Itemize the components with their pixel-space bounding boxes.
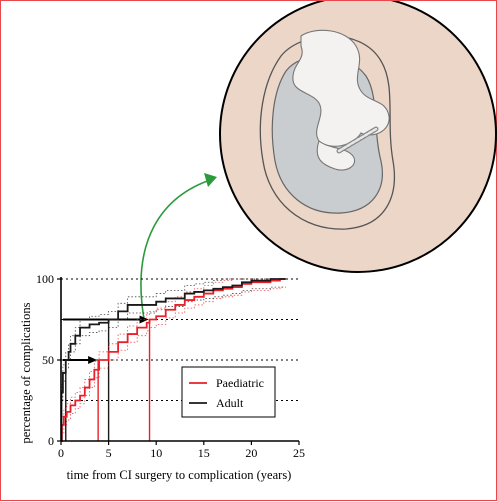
ci-electrode-core: [337, 127, 378, 153]
y-tick-label-50: 50: [42, 353, 54, 367]
x-tick-label-0: 0: [58, 446, 64, 460]
legend: Paediatric Adult: [181, 366, 276, 418]
y-axis-label: percentage of complications: [19, 302, 33, 443]
x-tick-label-20: 20: [245, 446, 257, 460]
y-tick-label-0: 0: [48, 434, 54, 448]
x-tick-label-5: 5: [106, 446, 112, 460]
series-line-adult: [60, 278, 286, 442]
y-tick-label-100: 100: [36, 272, 54, 286]
callout-arrow: [140, 173, 217, 320]
x-tick-label-15: 15: [198, 446, 210, 460]
axes: [60, 277, 299, 442]
ci-band-paediatric-lower: [61, 286, 286, 442]
tick-labels: 0 5 10 15 20 25 0 50 100: [36, 272, 305, 460]
series-lines: [60, 278, 286, 442]
ossicle-incus: [292, 29, 390, 147]
legend-box: [181, 366, 276, 418]
callout-arrow-line: [140, 178, 214, 320]
callout-arrow-head: [204, 173, 217, 187]
x-tick-label-10: 10: [150, 446, 162, 460]
legend-label-adult: Adult: [216, 396, 244, 410]
ci-band-adult-lower: [61, 286, 286, 442]
anatomy-illustration: [219, 1, 497, 273]
ci-band-paediatric-upper: [61, 278, 286, 434]
chart-area: 0 5 10 15 20 25 0 50 100 time from CI surgery to…: [19, 272, 305, 482]
x-tick-label-25: 25: [293, 446, 305, 460]
confidence-bands: [61, 278, 286, 442]
outer-cavity-outline: [259, 35, 395, 230]
ossicle-stapes: [316, 140, 355, 171]
legend-label-paediatric: Paediatric: [216, 376, 264, 390]
x-axis-label: time from CI surgery to complication (ye…: [67, 468, 292, 482]
median-arrowhead-50: [88, 356, 98, 364]
